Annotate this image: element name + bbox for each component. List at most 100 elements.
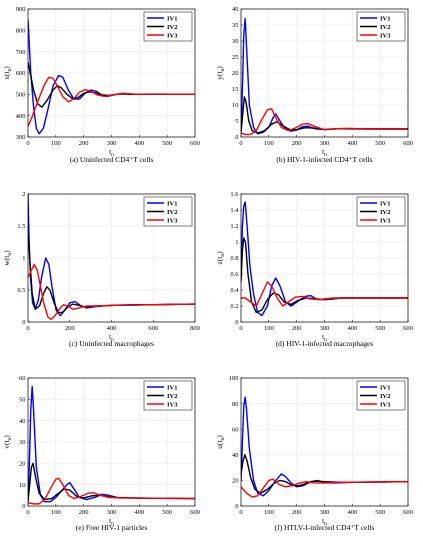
y-tick-label: 0 [235, 134, 238, 141]
series-line-iv2 [241, 454, 408, 494]
chart-panel-5: 0 100 200 300 400 500 600 0 10 20 30 40 50 60 IV1 IV2IV… [2, 375, 200, 527]
y-tick-label: 60 [232, 426, 239, 433]
y-tick-label: 800 [16, 28, 26, 35]
x-tick-label: 600 [403, 509, 413, 516]
x-tick-label: 0 [239, 325, 242, 332]
series-line-iv3 [241, 108, 408, 136]
series-line-iv3 [28, 76, 195, 127]
y-tick-label: 500 [16, 92, 26, 99]
x-axis-label: tn [322, 147, 327, 158]
chart-caption: (b) HIV-1-infected CD4⁺T cells [276, 155, 373, 164]
y-tick-label: 1.2 [230, 223, 238, 230]
y-tick-label: 0.4 [230, 287, 239, 294]
y-tick-label: 40 [232, 6, 239, 13]
y-tick-label: 50 [19, 397, 26, 404]
y-axis-label: x(tn) [2, 66, 13, 80]
y-tick-label: 60 [19, 375, 26, 382]
legend-entry: IV3 [167, 401, 178, 408]
series-line-iv1 [28, 385, 195, 503]
y-tick-label: 300 [16, 134, 26, 141]
series-line-iv3 [241, 478, 408, 498]
y-tick-label: 0.6 [230, 271, 239, 278]
legend-entry: IV2 [380, 393, 390, 400]
y-tick-label: 1 [22, 255, 25, 262]
x-axis-label: tn [109, 516, 114, 527]
x-tick-label: 100 [264, 325, 274, 332]
x-tick-label: 800 [190, 325, 200, 332]
legend-entry: IV1 [380, 200, 390, 207]
chart-panel-1: 0 100 200 300 400 500 600 300 400 500 600 700 800 900… [2, 6, 200, 158]
y-tick-label: 10 [19, 482, 26, 489]
series-line-iv1 [241, 201, 408, 317]
legend-entry: IV2 [167, 209, 177, 216]
series-line-iv2 [241, 96, 408, 134]
legend-entry: IV3 [167, 32, 178, 39]
series-group [241, 17, 408, 136]
legend-entry: IV3 [380, 401, 391, 408]
chart-panel-4: 0 100 200 300 400 500 600 0 0.2 0.4 0.6 0.8 1 1.2 1.4 1… [215, 191, 413, 343]
y-tick-label: 30 [232, 38, 239, 45]
y-tick-label: 40 [19, 418, 26, 425]
plot-frame [27, 377, 196, 507]
x-tick-label: 100 [51, 140, 61, 147]
legend-entry: IV2 [167, 393, 177, 400]
legend-entry: IV3 [380, 32, 391, 39]
y-axis-label: v(tn) [2, 435, 13, 449]
x-tick-label: 600 [403, 325, 413, 332]
x-tick-label: 500 [162, 509, 172, 516]
y-tick-label: 600 [16, 70, 26, 77]
x-axis-label: tn [322, 516, 327, 527]
y-tick-label: 900 [16, 6, 26, 13]
y-tick-label: 0.5 [17, 287, 25, 294]
legend-entry: IV2 [380, 24, 390, 31]
plot-frame [240, 8, 409, 138]
x-tick-label: 400 [347, 325, 357, 332]
x-tick-label: 500 [375, 325, 385, 332]
x-tick-label: 200 [79, 509, 89, 516]
y-axis-label: z(tn) [215, 251, 226, 265]
x-tick-label: 300 [320, 325, 330, 332]
plot-frame [240, 193, 409, 323]
legend-entry: IV2 [380, 209, 390, 216]
x-tick-label: 400 [134, 509, 144, 516]
legend-entry: IV1 [380, 15, 390, 22]
series-group [28, 194, 195, 321]
x-tick-label: 600 [190, 509, 200, 516]
plot-frame [27, 193, 196, 323]
y-tick-label: 30 [19, 439, 26, 446]
legend-entry: IV3 [167, 217, 178, 224]
y-tick-label: 1 [235, 239, 238, 246]
y-tick-label: 40 [232, 452, 239, 459]
x-tick-label: 600 [190, 140, 200, 147]
y-tick-label: 0 [22, 503, 25, 510]
legend-entry: IV1 [380, 384, 390, 391]
y-tick-label: 35 [232, 22, 239, 29]
y-tick-label: 0.8 [230, 255, 238, 262]
x-tick-label: 600 [403, 140, 413, 147]
y-tick-label: 400 [16, 113, 26, 120]
x-tick-label: 400 [347, 140, 357, 147]
y-tick-label: 700 [16, 49, 26, 56]
x-tick-label: 0 [26, 509, 29, 516]
legend-entry: IV1 [167, 200, 177, 207]
y-tick-label: 2 [22, 191, 25, 198]
x-tick-label: 500 [375, 509, 385, 516]
chart-caption: (c) Uninfected macrophages [69, 339, 154, 348]
series-group [28, 385, 195, 505]
y-tick-label: 0.2 [230, 303, 238, 310]
x-tick-label: 0 [26, 325, 29, 332]
x-tick-label: 600 [148, 325, 158, 332]
legend-entry: IV1 [167, 15, 177, 22]
y-tick-label: 1.6 [230, 191, 239, 198]
x-tick-label: 500 [162, 140, 172, 147]
x-tick-label: 200 [79, 140, 89, 147]
x-tick-label: 400 [347, 509, 357, 516]
series-group [241, 201, 408, 317]
x-tick-label: 200 [65, 325, 75, 332]
y-axis-label: w(tn) [2, 250, 13, 266]
